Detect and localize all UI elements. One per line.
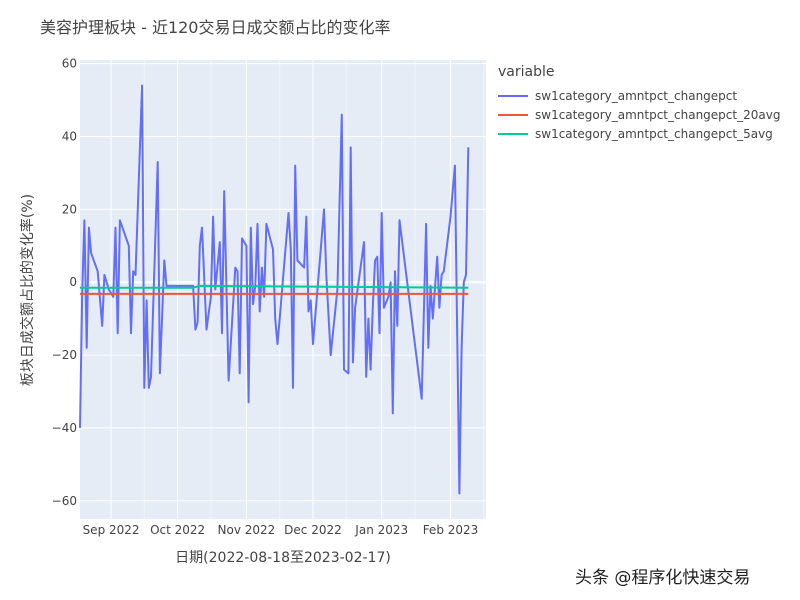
legend: variable sw1category_amntpct_changepct s… (498, 64, 780, 143)
series-line-changepct (79, 84, 470, 495)
y-tick-label: −20 (52, 348, 77, 362)
y-tick-label: 60 (62, 57, 77, 71)
x-tick-label: Nov 2022 (218, 523, 276, 537)
y-tick-label: 20 (62, 202, 77, 216)
legend-label: sw1category_amntpct_changepct_20avg (535, 107, 781, 122)
legend-swatch (498, 113, 528, 116)
y-tick-label: 40 (62, 130, 77, 144)
legend-item-changepct[interactable]: sw1category_amntpct_changepct (498, 86, 780, 105)
legend-swatch (498, 94, 528, 97)
chart-title: 美容护理板块 - 近120交易日成交额占比的变化率 (40, 18, 391, 37)
y-tick-label: −40 (52, 421, 77, 435)
watermark: 头条 @程序化快速交易 (575, 568, 751, 588)
legend-swatch (498, 132, 528, 135)
y-tick-label: −60 (52, 494, 77, 508)
x-tick-label: Sep 2022 (83, 523, 140, 537)
x-tick-label: Feb 2023 (423, 523, 479, 537)
legend-title: variable (498, 64, 555, 80)
x-tick-label: Jan 2023 (354, 523, 408, 537)
series-line-5avg (80, 284, 469, 289)
legend-label: sw1category_amntpct_changepct (535, 88, 738, 103)
legend-label: sw1category_amntpct_changepct_5avg (535, 126, 773, 141)
y-axis-label: 板块日成交额占比的变化率(%) (20, 193, 36, 387)
legend-item-20avg[interactable]: sw1category_amntpct_changepct_20avg (498, 105, 780, 124)
x-axis-label: 日期(2022-08-18至2023-02-17) (175, 550, 391, 566)
legend-item-5avg[interactable]: sw1category_amntpct_changepct_5avg (498, 124, 780, 143)
x-tick-label: Oct 2022 (150, 523, 205, 537)
x-tick-label: Dec 2022 (284, 523, 342, 537)
y-tick-label: 0 (69, 275, 77, 289)
